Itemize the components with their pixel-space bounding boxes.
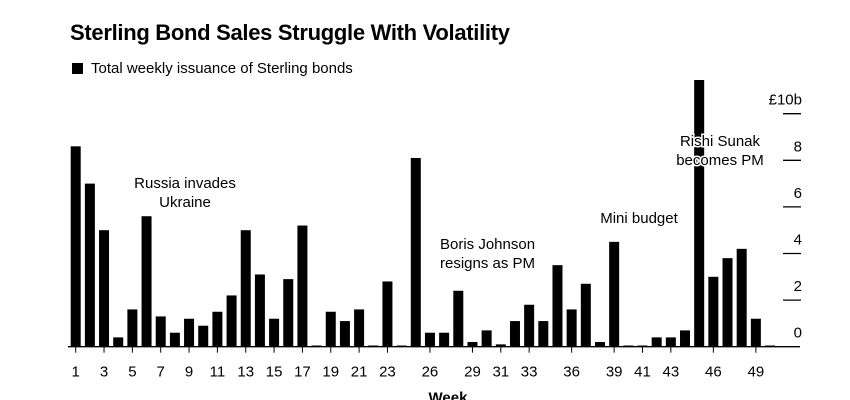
bar-week-38 bbox=[594, 342, 605, 347]
bar-week-12 bbox=[226, 295, 237, 347]
x-tick-label: 23 bbox=[379, 364, 396, 381]
x-tick-label: 17 bbox=[294, 364, 311, 381]
x-tick-label: 33 bbox=[521, 364, 538, 381]
bar-week-11 bbox=[212, 311, 223, 347]
bar-week-45 bbox=[694, 80, 705, 347]
x-tick-label: 39 bbox=[606, 364, 623, 381]
bar-week-37 bbox=[580, 283, 591, 347]
annotation-label: Russia invades bbox=[134, 175, 236, 192]
bar-week-42 bbox=[651, 337, 662, 347]
bar-week-8 bbox=[169, 332, 180, 347]
x-tick-label: 13 bbox=[237, 364, 254, 381]
x-tick-label: 41 bbox=[634, 364, 651, 381]
bar-week-46 bbox=[708, 276, 719, 347]
bar-week-34 bbox=[538, 321, 549, 347]
bar-week-5 bbox=[127, 309, 138, 347]
bar-week-32 bbox=[509, 321, 520, 347]
y-tick-label: 4 bbox=[794, 232, 802, 249]
bar-week-43 bbox=[665, 337, 676, 347]
y-tick-label: £10b bbox=[769, 92, 802, 109]
y-tick-label: 0 bbox=[794, 325, 802, 342]
bar-week-1 bbox=[70, 146, 81, 347]
annotation-label: Ukraine bbox=[159, 194, 211, 211]
bar-week-26 bbox=[424, 332, 435, 347]
bar-week-35 bbox=[552, 265, 563, 347]
x-tick-label: 46 bbox=[705, 364, 722, 381]
bar-week-29 bbox=[467, 342, 478, 347]
bar-week-33 bbox=[524, 304, 535, 347]
bar-week-27 bbox=[439, 332, 450, 347]
x-tick-label: 26 bbox=[422, 364, 439, 381]
bar-week-48 bbox=[736, 248, 747, 347]
bar-week-21 bbox=[354, 309, 365, 347]
bar-week-49 bbox=[750, 318, 761, 347]
x-tick-label: 7 bbox=[157, 364, 165, 381]
annotation-label: resigns as PM bbox=[440, 255, 535, 272]
annotation-label: Rishi Sunak bbox=[680, 133, 761, 150]
bar-week-25 bbox=[410, 157, 421, 347]
legend: Total weekly issuance of Sterling bonds bbox=[72, 60, 353, 77]
bar-week-10 bbox=[198, 325, 209, 347]
x-tick-label: 19 bbox=[322, 364, 339, 381]
bar-week-2 bbox=[84, 183, 95, 347]
annotation-label: becomes PM bbox=[676, 152, 764, 169]
bar-week-14 bbox=[254, 274, 265, 347]
bar-week-23 bbox=[382, 281, 393, 347]
x-tick-label: 31 bbox=[492, 364, 509, 381]
x-tick-label: 29 bbox=[464, 364, 481, 381]
x-tick-label: 15 bbox=[266, 364, 283, 381]
bar-week-3 bbox=[99, 230, 110, 347]
y-tick-label: 8 bbox=[794, 138, 802, 155]
x-tick-label: 21 bbox=[351, 364, 368, 381]
y-tick-label: 2 bbox=[794, 278, 802, 295]
legend-label: Total weekly issuance of Sterling bonds bbox=[91, 60, 353, 77]
y-tick-label: 6 bbox=[794, 185, 802, 202]
bar-week-20 bbox=[339, 321, 350, 347]
x-tick-label: 3 bbox=[100, 364, 108, 381]
bar-week-36 bbox=[566, 309, 577, 347]
bar-week-39 bbox=[609, 241, 620, 347]
bar-week-30 bbox=[481, 330, 492, 347]
x-tick-label: 11 bbox=[210, 364, 226, 381]
legend-swatch bbox=[72, 63, 83, 74]
bar-week-28 bbox=[453, 290, 464, 347]
bar-week-9 bbox=[184, 318, 195, 347]
x-tick-label: 9 bbox=[185, 364, 193, 381]
bar-week-44 bbox=[680, 330, 691, 347]
bar-week-47 bbox=[722, 258, 733, 347]
x-tick-label: 49 bbox=[748, 364, 765, 381]
annotation-label: Boris Johnson bbox=[440, 236, 535, 253]
bar-week-17 bbox=[297, 225, 308, 347]
bar-week-13 bbox=[240, 230, 251, 347]
bar-week-4 bbox=[113, 337, 124, 347]
x-axis-label: Week bbox=[429, 390, 469, 400]
annotation-label: Mini budget bbox=[600, 210, 678, 227]
bar-week-6 bbox=[141, 216, 152, 347]
bar-week-15 bbox=[269, 318, 280, 347]
x-tick-label: 5 bbox=[128, 364, 136, 381]
x-tick-label: 36 bbox=[563, 364, 580, 381]
chart-title: Sterling Bond Sales Struggle With Volati… bbox=[70, 20, 510, 45]
bar-week-19 bbox=[325, 311, 336, 347]
x-tick-label: 43 bbox=[662, 364, 679, 381]
bar-week-7 bbox=[155, 316, 166, 347]
bar-week-31 bbox=[495, 344, 506, 347]
x-tick-label: 1 bbox=[72, 364, 80, 381]
bar-week-16 bbox=[283, 279, 294, 347]
